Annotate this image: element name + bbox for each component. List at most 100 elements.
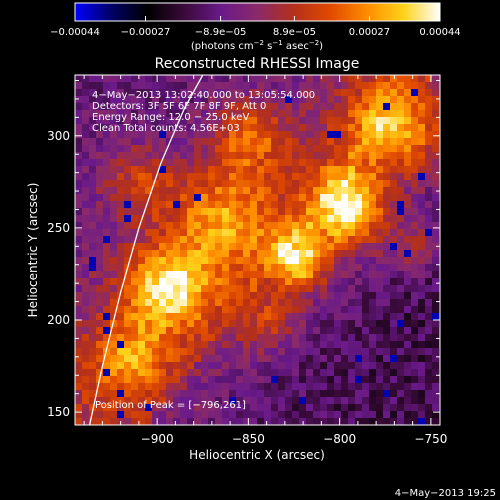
heatmap-cell xyxy=(390,131,398,139)
heatmap-cell xyxy=(208,271,216,279)
heatmap-cell xyxy=(138,348,146,356)
heatmap-cell xyxy=(131,362,139,370)
heatmap-cell xyxy=(299,152,307,160)
heatmap-cell xyxy=(376,215,384,223)
heatmap-cell xyxy=(327,355,335,363)
heatmap-cell xyxy=(404,194,412,202)
heatmap-cell xyxy=(159,404,167,412)
heatmap-cell xyxy=(215,138,223,146)
heatmap-cell xyxy=(355,201,363,209)
heatmap-cell xyxy=(257,117,265,125)
heatmap-cell xyxy=(89,397,97,405)
heatmap-cell xyxy=(257,103,265,111)
heatmap-cell xyxy=(159,264,167,272)
heatmap-cell xyxy=(397,236,405,244)
heatmap-cell xyxy=(103,271,111,279)
heatmap-cell xyxy=(334,124,342,132)
heatmap-cell xyxy=(215,194,223,202)
heatmap-cell xyxy=(208,117,216,125)
heatmap-cell xyxy=(110,89,118,97)
heatmap-cell xyxy=(187,82,195,90)
heatmap-cell xyxy=(264,278,272,286)
heatmap-cell xyxy=(117,222,125,230)
heatmap-cell xyxy=(418,243,426,251)
heatmap-cell xyxy=(229,264,237,272)
heatmap-cell xyxy=(264,208,272,216)
heatmap-cell xyxy=(110,187,118,195)
heatmap-cell xyxy=(313,117,321,125)
heatmap-cell xyxy=(271,187,279,195)
heatmap-cell xyxy=(236,201,244,209)
heatmap-cell xyxy=(285,222,293,230)
heatmap-cell xyxy=(271,348,279,356)
heatmap-cell xyxy=(397,257,405,265)
heatmap-cell xyxy=(383,159,391,167)
heatmap-cell xyxy=(194,390,202,398)
heatmap-cell xyxy=(194,383,202,391)
heatmap-cell xyxy=(313,138,321,146)
heatmap-cell xyxy=(362,201,370,209)
heatmap-cell xyxy=(82,292,90,300)
heatmap-cell xyxy=(376,222,384,230)
heatmap-cell xyxy=(159,243,167,251)
heatmap-cell xyxy=(138,369,146,377)
heatmap-cell xyxy=(194,243,202,251)
heatmap-cell xyxy=(390,418,398,425)
heatmap-cell xyxy=(278,348,286,356)
heatmap-cell xyxy=(425,124,433,132)
heatmap-cell xyxy=(355,299,363,307)
heatmap-cell xyxy=(208,292,216,300)
heatmap-cell xyxy=(369,362,377,370)
heatmap-cell xyxy=(432,362,440,370)
heatmap-cell xyxy=(278,257,286,265)
heatmap-cell xyxy=(110,376,118,384)
heatmap-cell xyxy=(75,383,83,391)
heatmap-cell xyxy=(110,348,118,356)
heatmap-cell xyxy=(432,243,440,251)
heatmap-cell xyxy=(215,215,223,223)
heatmap-cell xyxy=(425,285,433,293)
heatmap-cell xyxy=(404,376,412,384)
heatmap-cell xyxy=(166,145,174,153)
heatmap-cell xyxy=(264,103,272,111)
heatmap-cell xyxy=(411,362,419,370)
heatmap-cell xyxy=(264,173,272,181)
heatmap-cell xyxy=(362,138,370,146)
heatmap-cell xyxy=(110,180,118,188)
heatmap-cell xyxy=(96,306,104,314)
heatmap-cell xyxy=(278,341,286,349)
heatmap-cell xyxy=(271,341,279,349)
heatmap-cell xyxy=(418,110,426,118)
heatmap-cell xyxy=(96,299,104,307)
heatmap-cell xyxy=(348,222,356,230)
heatmap-cell xyxy=(131,264,139,272)
heatmap-cell xyxy=(369,89,377,97)
heatmap-cell xyxy=(124,404,132,412)
heatmap-cell xyxy=(425,180,433,188)
heatmap-cell xyxy=(376,390,384,398)
heatmap-cell xyxy=(201,159,209,167)
heatmap-cell xyxy=(257,208,265,216)
heatmap-cell xyxy=(306,313,314,321)
heatmap-cell xyxy=(110,138,118,146)
heatmap-cell xyxy=(292,348,300,356)
heatmap-cell xyxy=(299,327,307,335)
heatmap-cell xyxy=(418,187,426,195)
heatmap-cell xyxy=(152,369,160,377)
heatmap-cell xyxy=(271,334,279,342)
heatmap-cell xyxy=(390,145,398,153)
heatmap-cell xyxy=(180,313,188,321)
heatmap-cell xyxy=(334,194,342,202)
heatmap-cell xyxy=(285,138,293,146)
heatmap-cell xyxy=(159,222,167,230)
heatmap-cell xyxy=(215,313,223,321)
heatmap-cell xyxy=(397,75,405,83)
x-tick-label: −750 xyxy=(414,432,447,446)
heatmap-cell xyxy=(159,96,167,104)
heatmap-cell xyxy=(285,215,293,223)
heatmap-cell xyxy=(411,390,419,398)
heatmap-cell xyxy=(131,299,139,307)
heatmap-cell xyxy=(306,250,314,258)
heatmap-cell xyxy=(201,82,209,90)
heatmap-cell xyxy=(173,138,181,146)
